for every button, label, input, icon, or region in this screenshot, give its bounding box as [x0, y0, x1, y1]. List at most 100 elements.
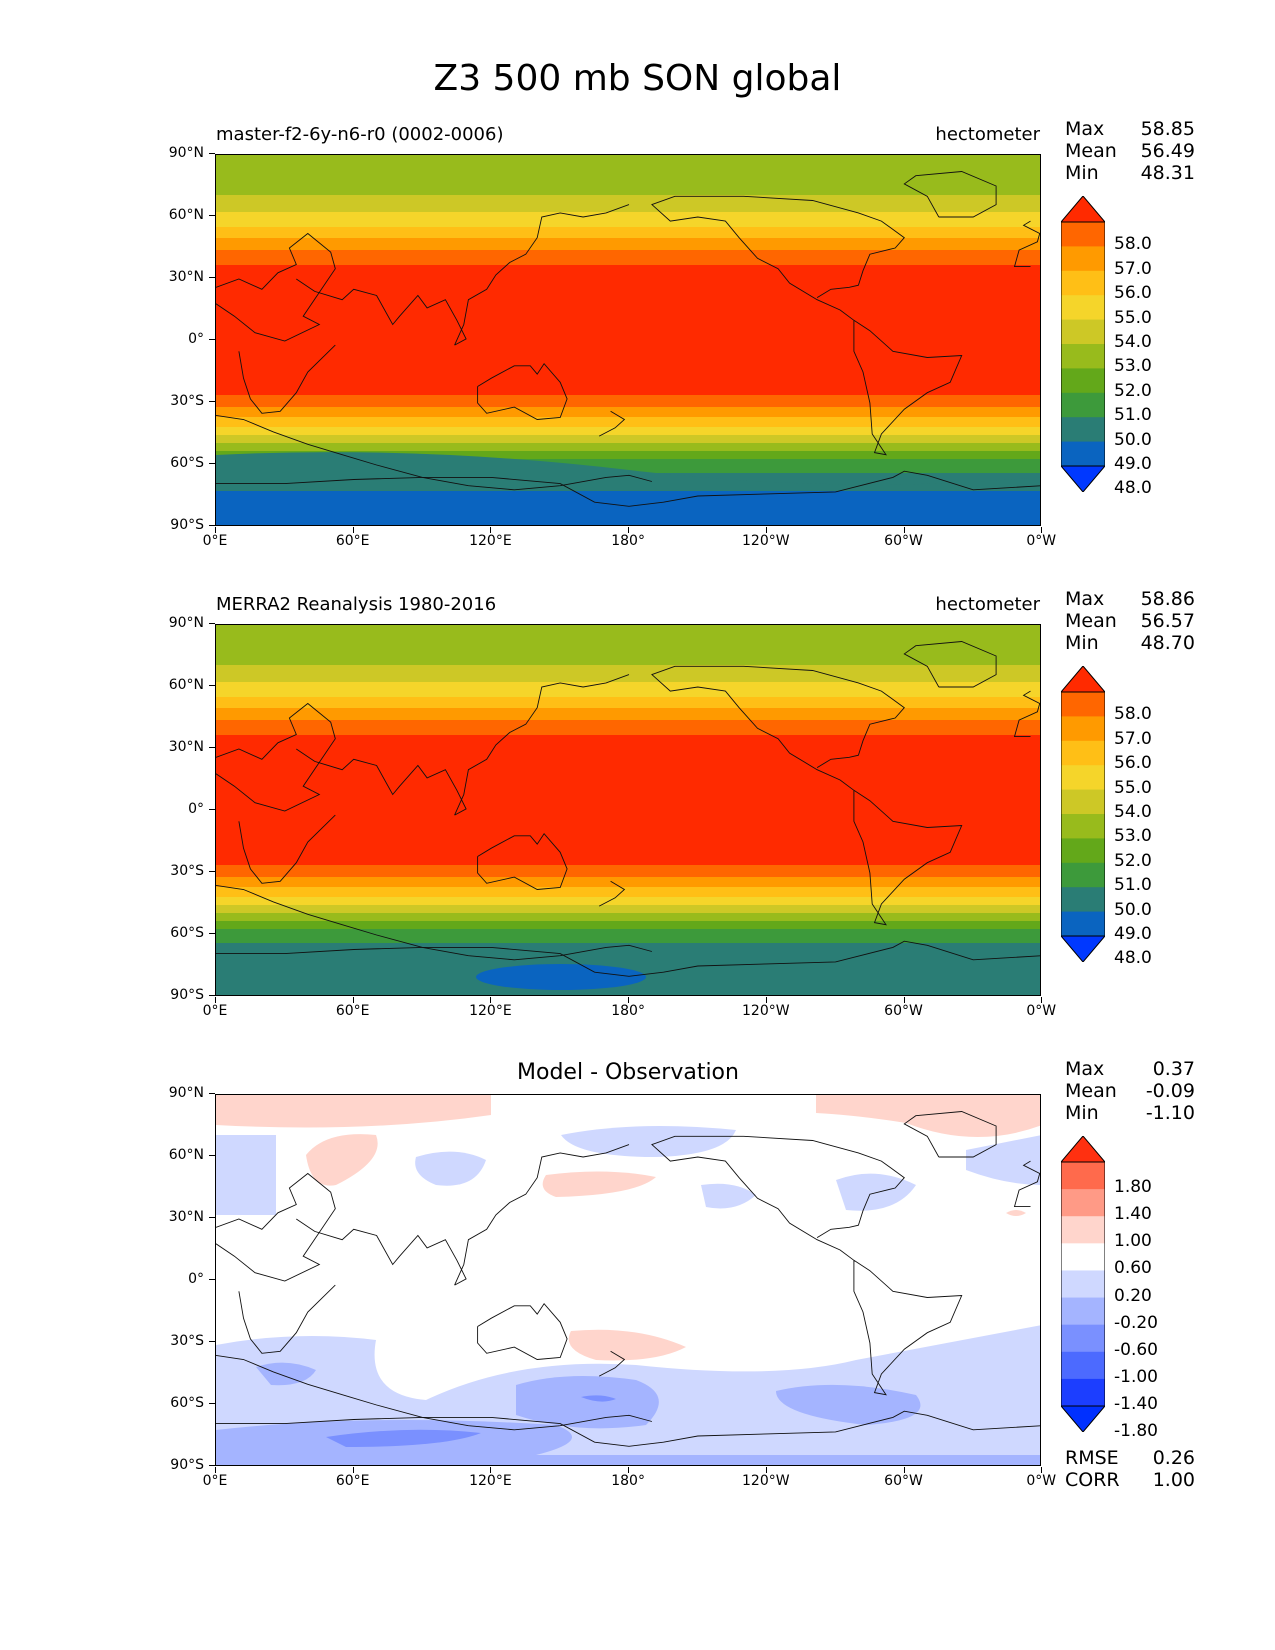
coastline — [216, 171, 1040, 507]
lon-tick-label: 180° — [588, 1467, 668, 1489]
contour-band — [216, 887, 1040, 897]
contour-band — [216, 708, 1040, 720]
colorbar-tick-label: -1.40 — [1114, 1394, 1158, 1414]
lon-tick-label: 120°W — [726, 1467, 806, 1489]
anomaly-region — [561, 1126, 736, 1157]
anomaly-region — [1006, 1210, 1026, 1216]
contour-band — [216, 865, 1040, 877]
anomaly-region — [542, 1171, 656, 1197]
colorbar-tick-label: 58.0 — [1114, 234, 1152, 255]
colorbar-swatch — [1061, 1189, 1105, 1217]
colorbar-swatch — [1061, 911, 1105, 937]
contour-band — [216, 250, 1040, 265]
contour-band — [216, 227, 1040, 238]
panel-model: master-f2-6y-n6-r0 (0002-0006) hectomete… — [0, 118, 1275, 578]
lat-tick-label: 90°S — [144, 517, 215, 533]
contour-band — [216, 265, 1040, 395]
lat-tick-label: 30°S — [144, 1333, 215, 1349]
colorbar-extend-min — [1061, 935, 1105, 962]
colorbar-extend-max — [1061, 196, 1105, 223]
colorbar-tick-label: 48.0 — [1114, 478, 1152, 499]
lon-tick-label: 0°E — [175, 997, 255, 1019]
colorbar-swatch — [1061, 222, 1105, 247]
stat-min-value: -1.10 — [1145, 1102, 1195, 1124]
colorbar-tick-label: 1.00 — [1114, 1231, 1152, 1252]
colorbar-tick-label: 55.0 — [1114, 777, 1152, 798]
lon-tick-label: 60°W — [864, 1467, 944, 1489]
stat-mean-value: 56.57 — [1140, 610, 1195, 632]
stat-max-value: 58.86 — [1140, 588, 1195, 610]
contour-band — [216, 905, 1040, 913]
anomaly-region — [216, 1135, 276, 1215]
panel-stats: Max 0.37 Mean -0.09 Min -1.10 — [1065, 1058, 1195, 1124]
contour-low — [476, 964, 646, 990]
panel-left-label: master-f2-6y-n6-r0 (0002-0006) — [216, 124, 504, 145]
colorbar-extend-max — [1061, 666, 1105, 693]
anomaly-region — [216, 1095, 491, 1128]
colorbar-tick-label: -1.00 — [1114, 1366, 1158, 1387]
colorbar-swatch — [1061, 765, 1105, 791]
anomaly-region — [776, 1384, 921, 1425]
colorbar-swatch — [1061, 344, 1105, 369]
map-difference — [215, 1094, 1041, 1466]
contour-band — [216, 877, 1040, 887]
anomaly-region — [256, 1362, 316, 1386]
lon-tick-label: 120°W — [726, 997, 806, 1019]
colorbar-swatch — [1061, 392, 1105, 418]
rmse-label: RMSE — [1065, 1447, 1119, 1469]
colorbar-swatch — [1061, 319, 1105, 345]
contour-band — [216, 897, 1040, 905]
anomaly-region — [326, 1429, 481, 1447]
lat-tick-label: 60°N — [144, 677, 215, 693]
contour-band — [216, 195, 1040, 212]
colorbar-tick-label: 56.0 — [1114, 753, 1152, 774]
lon-tick-label: 0°E — [175, 1467, 255, 1489]
colorbar-swatch — [1061, 1270, 1105, 1299]
panel-units-label: hectometer — [935, 124, 1040, 145]
lon-tick-label: 60°E — [313, 527, 393, 549]
contour-band — [216, 921, 1040, 929]
contour-band — [216, 720, 1040, 735]
contour-band — [216, 407, 1040, 417]
stat-min-value: 48.31 — [1140, 162, 1195, 184]
anomaly-region — [966, 1135, 1040, 1185]
lon-tick-label: 60°E — [313, 1467, 393, 1489]
stat-mean-value: 56.49 — [1140, 140, 1195, 162]
stat-max-label: Max — [1065, 118, 1105, 140]
lat-tick-label: 30°N — [144, 1209, 215, 1225]
lon-tick-label: 60°W — [864, 997, 944, 1019]
colorbar-tick-label: 52.0 — [1114, 850, 1152, 871]
panel-units-label: hectometer — [935, 594, 1040, 615]
stat-mean-label: Mean — [1065, 140, 1117, 162]
stat-mean-value: -0.09 — [1145, 1080, 1195, 1102]
lon-tick-label: 0°W — [1001, 1467, 1081, 1489]
lon-tick-label: 0°E — [175, 527, 255, 549]
anomaly-region — [816, 1095, 1040, 1137]
colorbar-swatch — [1061, 838, 1105, 864]
colorbar-swatch — [1061, 1351, 1105, 1380]
colorbar-swatch — [1061, 295, 1105, 321]
colorbar-tick-label: 52.0 — [1114, 380, 1152, 401]
lon-tick-label: 60°E — [313, 997, 393, 1019]
colorbar-tick-label: 53.0 — [1114, 356, 1152, 377]
contour-band — [216, 735, 1040, 865]
colorbar-swatch — [1061, 716, 1105, 742]
contour-band — [216, 491, 1040, 525]
lon-tick-label: 180° — [588, 997, 668, 1019]
anomaly-region — [581, 1395, 616, 1402]
lon-tick-label: 120°E — [450, 1467, 530, 1489]
panel-stats: Max 58.86 Mean 56.57 Min 48.70 — [1065, 588, 1195, 654]
contour-band — [216, 417, 1040, 427]
colorbar-swatch — [1061, 270, 1105, 296]
contour-band — [216, 435, 1040, 443]
colorbar-tick-label: 49.0 — [1114, 924, 1152, 944]
lon-tick-label: 120°W — [726, 527, 806, 549]
map-observation — [215, 624, 1041, 996]
lat-tick-label: 30°S — [144, 863, 215, 879]
contour-band — [216, 238, 1040, 250]
colorbar-swatch — [1061, 1243, 1105, 1271]
stat-mean-label: Mean — [1065, 610, 1117, 632]
contour-band — [216, 443, 1040, 451]
colorbar-swatch — [1061, 862, 1105, 888]
colorbar-tick-label: 50.0 — [1114, 429, 1152, 450]
